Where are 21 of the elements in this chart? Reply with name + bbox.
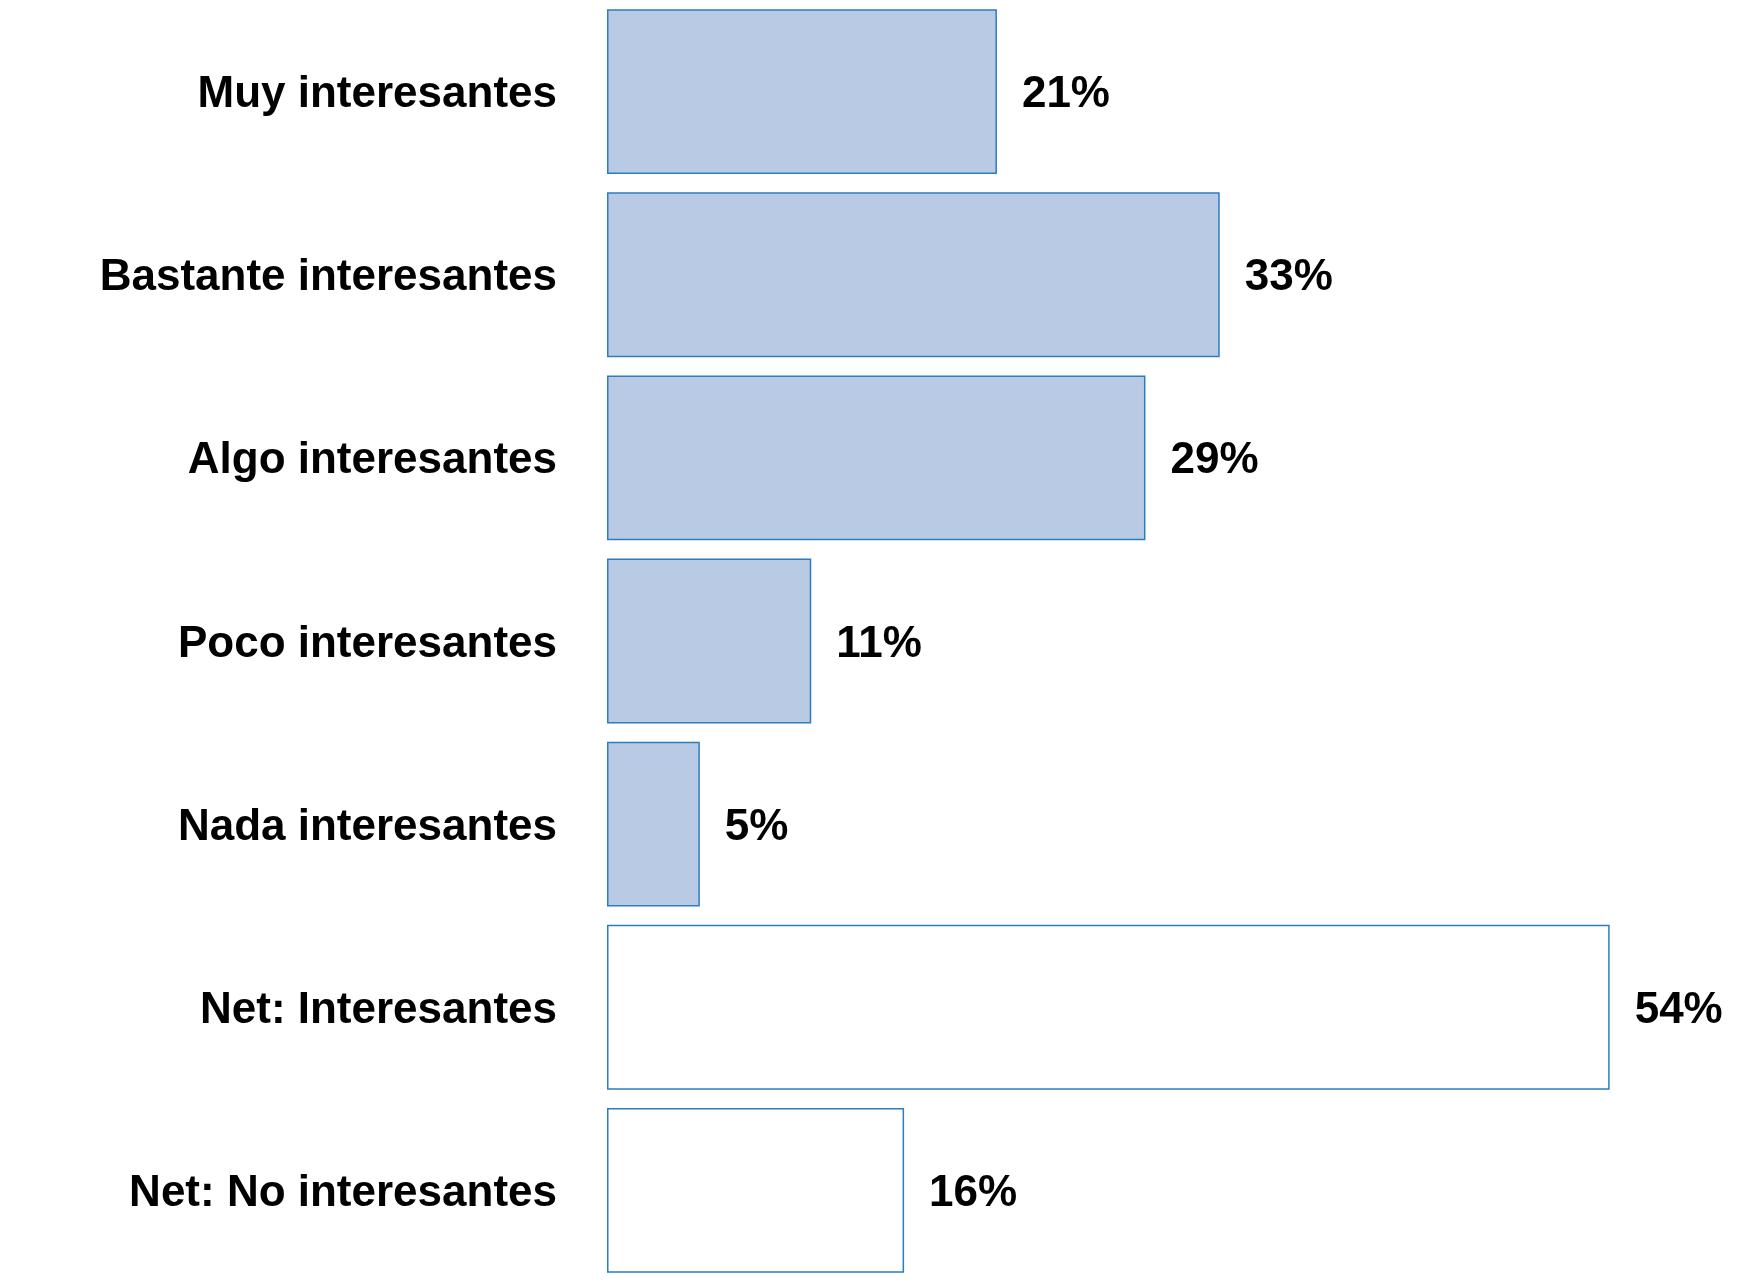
bar: [607, 9, 997, 174]
data-label: 29%: [1170, 433, 1259, 483]
y-tick-label: Muy interesantes: [197, 67, 557, 117]
y-tick-label: Net: Interesantes: [199, 982, 557, 1032]
data-label: 16%: [929, 1165, 1018, 1215]
y-tick-label: Algo interesantes: [187, 433, 557, 483]
y-tick-label: Bastante interesantes: [99, 250, 557, 300]
y-tick-label: Nada interesantes: [177, 799, 557, 849]
y-tick-label: Net: No interesantes: [129, 1165, 557, 1215]
bar: [607, 741, 700, 907]
bar: [607, 558, 812, 724]
bar: [607, 924, 1610, 1090]
y-tick-label: Poco interesantes: [177, 616, 557, 666]
data-label: 21%: [1021, 67, 1110, 117]
data-label: 11%: [836, 616, 922, 666]
bar: [607, 375, 1146, 541]
bar: [607, 192, 1220, 358]
data-label: 5%: [724, 799, 789, 849]
bar: [607, 1108, 905, 1273]
data-label: 54%: [1634, 982, 1723, 1032]
data-label: 33%: [1244, 250, 1333, 300]
